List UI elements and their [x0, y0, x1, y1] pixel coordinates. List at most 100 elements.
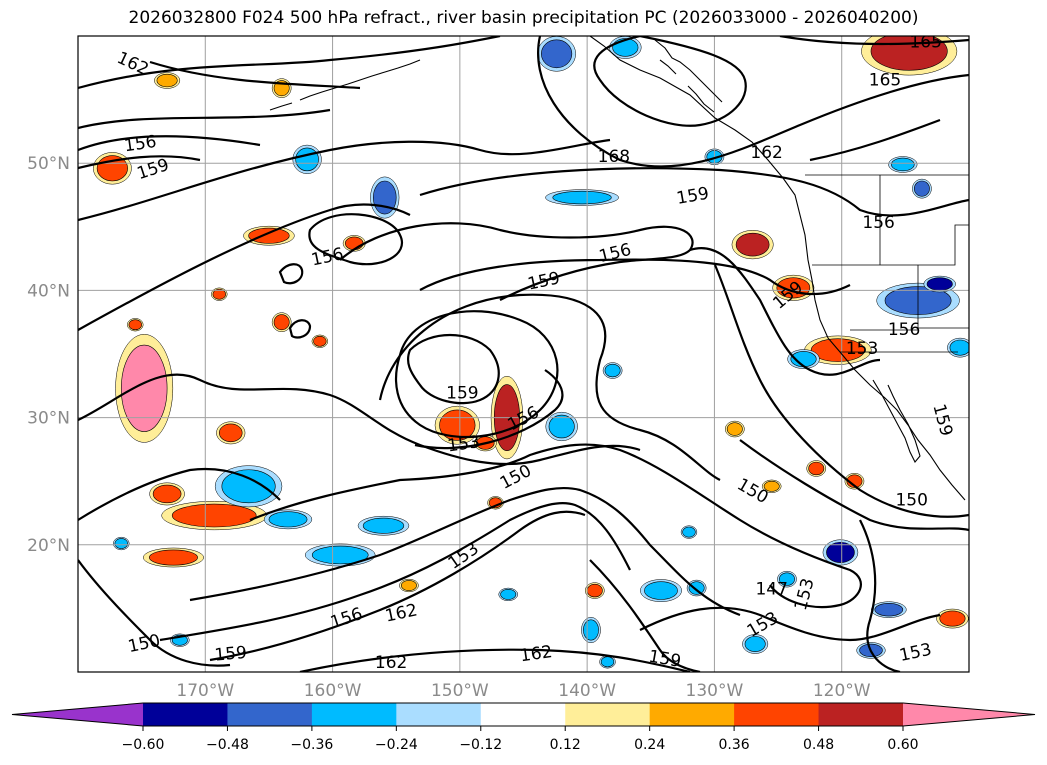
precip-shading-cell [552, 190, 612, 205]
precip-shading-cell [604, 363, 621, 378]
precip-shading-cell [726, 422, 743, 436]
colorbar-segment [143, 703, 228, 726]
contour-label: 153 [846, 339, 878, 359]
colorbar-segment [311, 703, 397, 726]
colorbar: −0.60 −0.48 −0.36 −0.24 −0.12 0.12 0.24 0.36 0.4… [11, 702, 1036, 753]
precip-shading-cell [344, 236, 364, 250]
contour-line [299, 648, 691, 672]
contour-label: 150 [895, 490, 927, 510]
precip-shading-cell [846, 474, 863, 488]
lon-tick-label: 120°W [813, 681, 871, 701]
contour-line [189, 486, 741, 617]
precip-shading-cell [926, 277, 953, 291]
lon-tick-label: 160°W [304, 681, 362, 701]
contour-line [78, 135, 261, 152]
lon-tick-label: 130°W [686, 681, 744, 701]
precip-shading-cell [541, 39, 573, 69]
lon-tick-label: 140°W [558, 681, 616, 701]
colorbar-tick-label: 0.60 [887, 737, 918, 753]
precip-shading-cell [744, 636, 766, 652]
colorbar-segment [818, 703, 904, 726]
colorbar-segment [227, 703, 313, 726]
colorbar-segment [565, 703, 651, 726]
precip-shading-cell [171, 503, 257, 528]
contour-line [278, 263, 304, 285]
contour-line [378, 293, 721, 481]
contour-line [713, 264, 969, 518]
precip-shading-cell [114, 538, 128, 549]
contour-label: 168 [598, 147, 630, 167]
contour-label: 162 [750, 143, 782, 163]
precip-shading-cell [826, 541, 855, 563]
graticule [78, 36, 969, 672]
precip-shading-cell [735, 232, 770, 257]
contour-line [593, 36, 747, 127]
precip-shading-cell [120, 344, 168, 432]
precip-shading-cell [218, 423, 243, 443]
precip-shading-cell [401, 580, 417, 591]
colorbar-segment [480, 703, 566, 726]
precip-shading-cell [600, 656, 615, 668]
contour-line [78, 559, 231, 667]
contour-label: 162 [519, 642, 554, 666]
precip-shading-cell [212, 288, 226, 300]
lat-tick-label: 40°N [27, 281, 70, 301]
colorbar-tick-label: 0.24 [634, 737, 665, 753]
contour-line [419, 167, 969, 217]
precip-shading-layer [93, 36, 969, 669]
precip-shading-cell [221, 469, 276, 504]
contour-line [689, 247, 881, 376]
precip-shading-cell [682, 526, 696, 538]
colorbar-tick-label: −0.12 [459, 737, 502, 753]
lat-tick-label: 30°N [27, 409, 70, 429]
contour-line [78, 155, 201, 170]
contour-line [78, 468, 281, 521]
precip-shading-cell [152, 484, 182, 504]
colorbar-segment [649, 703, 735, 726]
colorbar-tick-label: 0.48 [803, 737, 834, 753]
precip-shading-cell [688, 581, 705, 595]
lat-tick-label: 50°N [27, 154, 70, 174]
precip-shading-cell [586, 583, 603, 598]
precip-shading-cell [295, 147, 319, 172]
precip-shading-cell [500, 589, 517, 600]
colorbar-tick-label: −0.24 [375, 737, 418, 753]
precip-shading-cell [311, 545, 369, 565]
precip-shading-cell [128, 319, 142, 331]
colorbar-segment [396, 703, 482, 726]
precip-shading-cell [548, 414, 575, 439]
precip-shading-cell [273, 314, 290, 331]
chart-title: 2026032800 F024 500 hPa refract., river … [128, 8, 919, 28]
baja-peninsula-coast [872, 379, 921, 463]
contour-line [779, 36, 969, 46]
precip-shading-cell [362, 517, 405, 534]
precip-shading-cell [148, 549, 198, 566]
precip-shading-cell [874, 603, 904, 617]
coastline-layer [269, 36, 969, 501]
precip-shading-cell [808, 461, 825, 476]
precip-shading-cell [763, 480, 780, 492]
aleutian-islands [269, 59, 421, 111]
contour-line [419, 258, 851, 296]
contour-label: 165 [869, 71, 901, 91]
contour-line [78, 108, 331, 130]
contour-line [249, 443, 862, 609]
colorbar-tick-label: −0.36 [290, 737, 333, 753]
contour-line [739, 439, 969, 532]
contour-line [414, 369, 564, 450]
precip-shading-cell [583, 619, 599, 641]
contour-line [308, 213, 403, 266]
precip-shading-cell [949, 339, 969, 356]
colorbar-tick-label: 0.36 [719, 737, 750, 753]
precip-shading-cell [156, 73, 178, 88]
state-borders [812, 175, 969, 353]
axis-tick-labels: 170°W 160°W 150°W 140°W 130°W 120°W 20°N 30°N 40… [27, 154, 871, 701]
contour-line [339, 222, 694, 301]
precip-shading-cell [313, 335, 327, 347]
contour-line [78, 36, 501, 90]
contour-label: 159 [214, 643, 248, 666]
precip-shading-cell [779, 572, 795, 586]
contour-line [537, 36, 969, 168]
contour-label: 165 [909, 32, 941, 52]
